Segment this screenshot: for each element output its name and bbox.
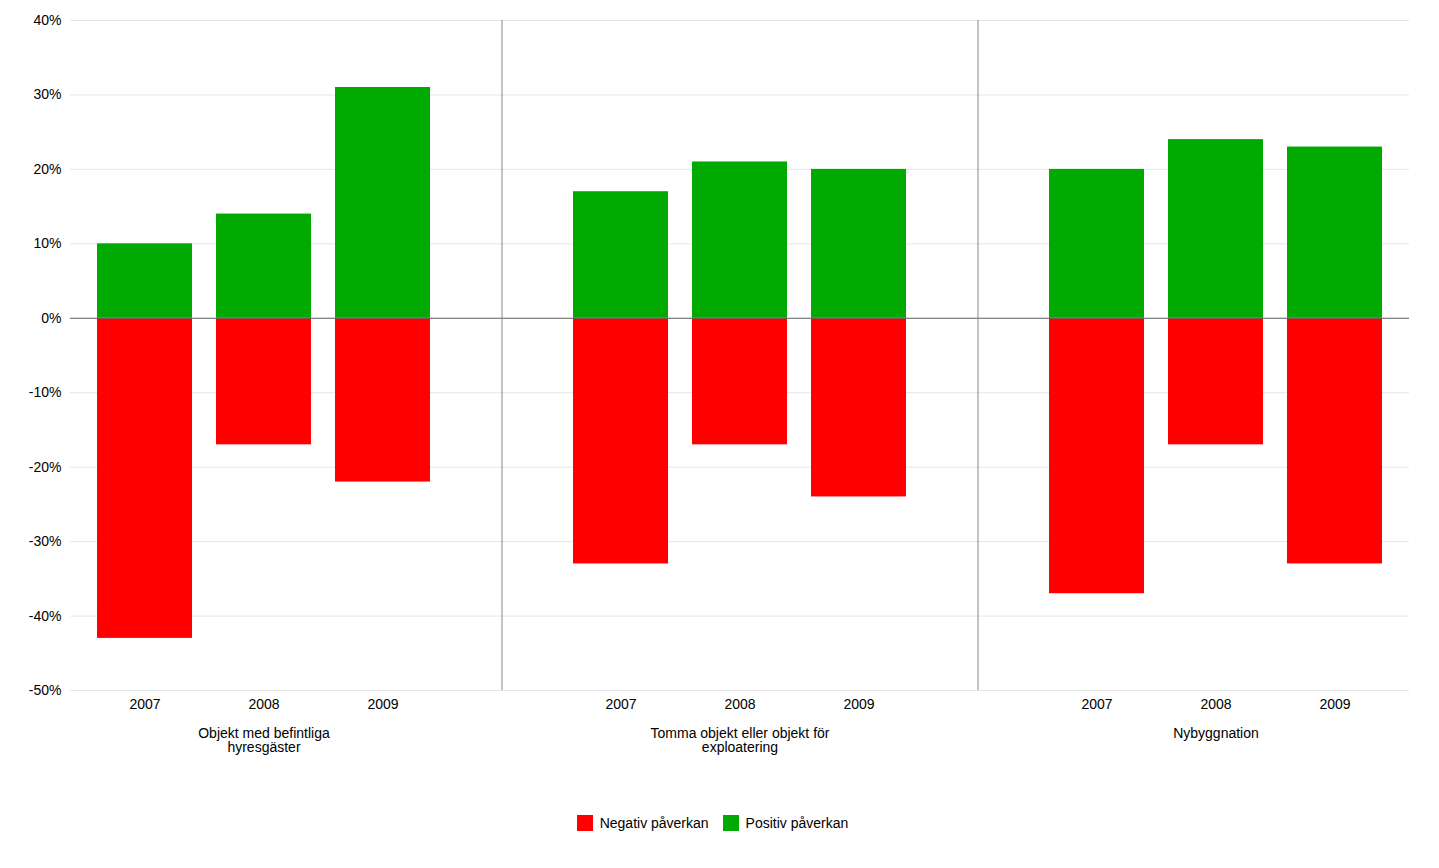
svg-text:-20%: -20% <box>29 459 62 475</box>
svg-text:-30%: -30% <box>29 533 62 549</box>
svg-text:2008: 2008 <box>248 696 279 712</box>
svg-text:2007: 2007 <box>605 696 636 712</box>
svg-text:40%: 40% <box>33 12 61 28</box>
html-text:Positiv påverkan: Positiv påverkan <box>745 814 849 831</box>
svg-text:Objekt med befintligahyresgäst: Objekt med befintligahyresgäster <box>198 725 330 755</box>
svg-text:20%: 20% <box>33 161 61 177</box>
svg-text:0%: 0% <box>41 310 61 326</box>
svg-text:Tomma objekt eller objekt före: Tomma objekt eller objekt förexploaterin… <box>651 725 830 755</box>
svg-text:2008: 2008 <box>724 696 755 712</box>
svg-text:2008: 2008 <box>1200 696 1231 712</box>
svg-text:2009: 2009 <box>1319 696 1350 712</box>
svg-text:-40%: -40% <box>29 608 62 624</box>
svg-text:2009: 2009 <box>843 696 874 712</box>
svg-text:2007: 2007 <box>129 696 160 712</box>
svg-text:2007: 2007 <box>1081 696 1112 712</box>
html-text:Negativ påverkan: Negativ påverkan <box>599 814 709 831</box>
svg-text:Nybyggnation: Nybyggnation <box>1173 725 1259 741</box>
svg-text:30%: 30% <box>33 86 61 102</box>
svg-text:10%: 10% <box>33 235 61 251</box>
svg-text:-10%: -10% <box>29 384 62 400</box>
svg-text:2009: 2009 <box>367 696 398 712</box>
svg-text:-50%: -50% <box>29 682 62 698</box>
